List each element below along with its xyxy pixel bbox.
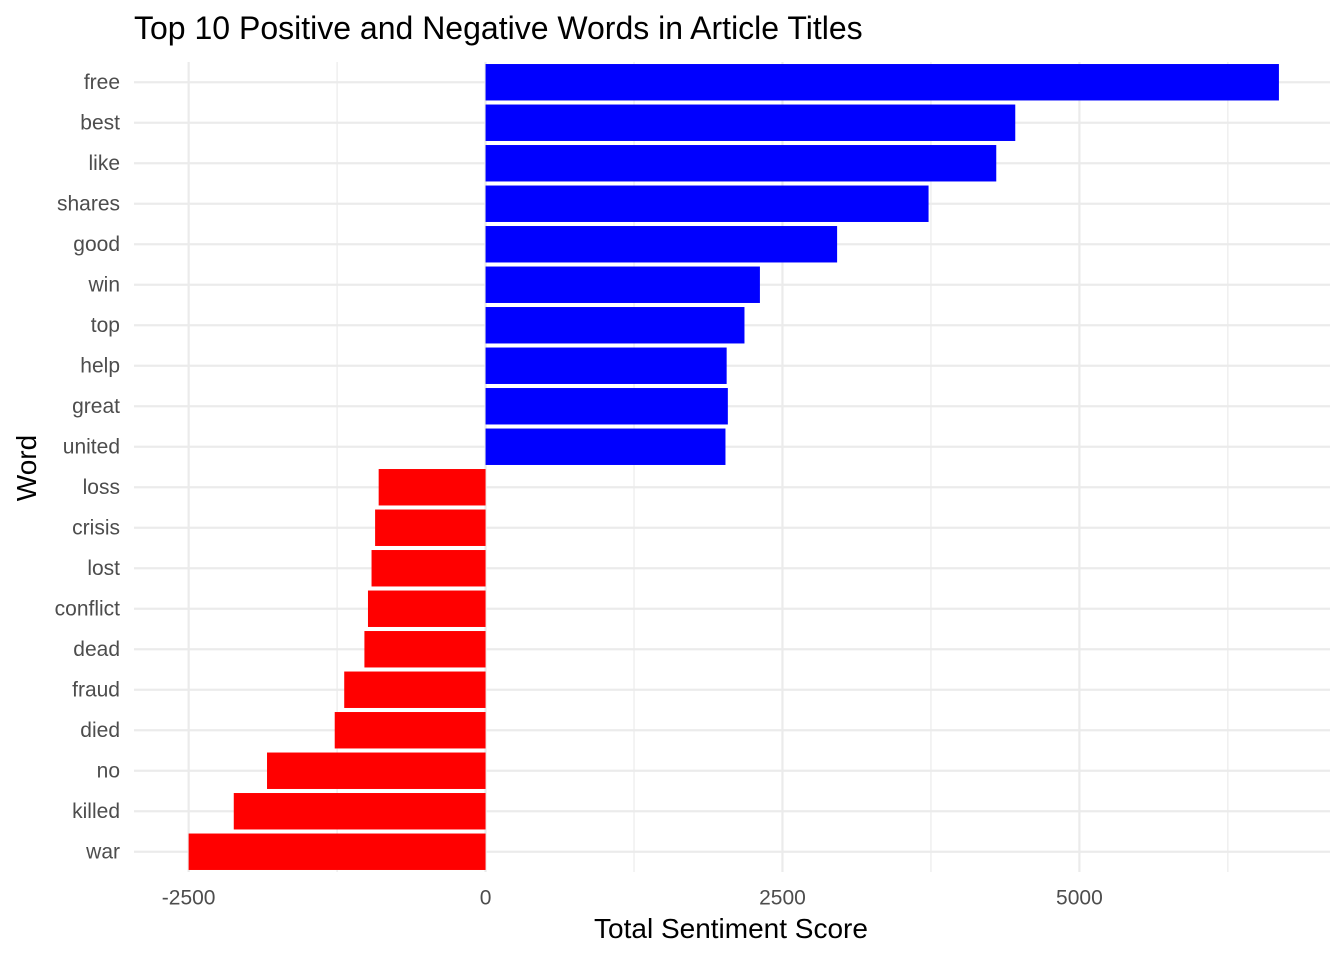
y-tick-label: shares	[57, 192, 120, 215]
y-tick-label: free	[84, 71, 120, 94]
y-tick-label: killed	[72, 800, 120, 823]
y-tick-label: win	[87, 273, 120, 296]
bar-conflict	[367, 590, 486, 627]
y-tick-label: dead	[73, 638, 120, 661]
y-tick-label: fraud	[72, 678, 120, 701]
y-tick-label: great	[72, 395, 120, 418]
x-axis-label: Total Sentiment Score	[594, 913, 868, 944]
bar-free	[485, 64, 1279, 101]
bar-killed	[233, 793, 486, 830]
bar-lost	[371, 550, 486, 587]
bar-great	[485, 388, 728, 425]
bar-good	[485, 226, 838, 263]
bar-dead	[364, 631, 486, 668]
bar-war	[188, 833, 486, 870]
x-tick-label: 0	[480, 887, 492, 910]
y-tick-label: help	[80, 354, 120, 377]
y-tick-label: no	[97, 759, 120, 782]
bar-fraud	[344, 671, 486, 708]
x-tick-label: 5000	[1056, 887, 1103, 910]
bar-died	[334, 712, 486, 749]
x-tick-label: 2500	[759, 887, 806, 910]
bar-shares	[485, 185, 929, 222]
bar-like	[485, 145, 997, 182]
y-tick-label: war	[85, 840, 120, 863]
bar-crisis	[375, 509, 486, 546]
y-tick-label: like	[88, 152, 120, 175]
bar-loss	[378, 469, 486, 506]
y-tick-label: best	[80, 111, 120, 134]
bar-united	[485, 428, 726, 465]
bar-top	[485, 307, 745, 344]
y-tick-label: loss	[83, 476, 120, 499]
y-tick-label: lost	[87, 557, 120, 580]
bar-no	[267, 752, 486, 789]
y-tick-label: crisis	[72, 516, 120, 539]
y-tick-label: top	[91, 314, 120, 337]
chart-title: Top 10 Positive and Negative Words in Ar…	[134, 10, 863, 46]
y-tick-label: good	[73, 233, 120, 256]
bar-help	[485, 347, 727, 384]
y-tick-label: conflict	[55, 597, 121, 620]
y-tick-label: united	[63, 435, 120, 458]
y-tick-label: died	[80, 719, 120, 742]
bar-win	[485, 266, 760, 303]
y-axis-label: Word	[11, 434, 42, 502]
x-tick-label: -2500	[162, 887, 216, 910]
bar-best	[485, 104, 1016, 141]
